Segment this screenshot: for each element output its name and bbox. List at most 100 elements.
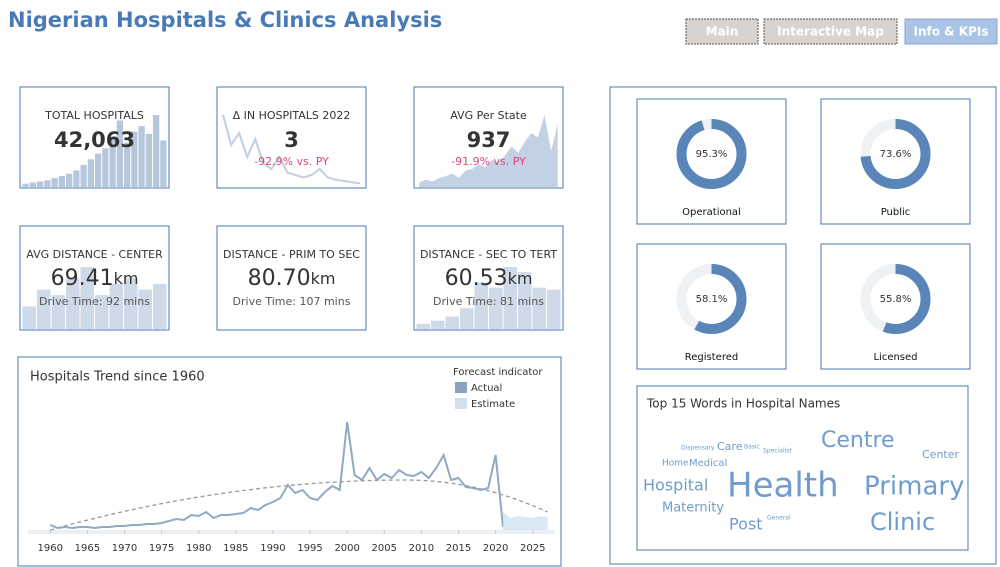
spark-bar <box>95 295 109 329</box>
x-tick-label: 1970 <box>112 543 137 554</box>
word-cloud-card <box>636 385 969 551</box>
word: Basic <box>744 444 760 451</box>
donut-card <box>820 243 971 370</box>
kpi-value-number: 60.53 <box>445 266 508 291</box>
legend-label: Estimate <box>471 399 515 410</box>
spark-bar <box>416 323 430 329</box>
x-tick-label: 1965 <box>75 543 100 554</box>
spark-bar <box>474 282 488 329</box>
chart-title: Hospitals Trend since 1960 <box>30 370 205 385</box>
x-tick-label: 1960 <box>38 543 63 554</box>
kpi-value-unit: km <box>508 269 533 288</box>
spark-bar <box>138 289 152 329</box>
nav-button-bg <box>763 18 898 45</box>
nav-button[interactable]: Interactive Map <box>763 18 898 45</box>
nav-button-label[interactable]: Main <box>706 25 739 39</box>
kpi-title: DISTANCE - PRIM TO SEC <box>223 248 360 261</box>
donut-arc <box>676 119 747 189</box>
nav-button-bg <box>904 18 998 45</box>
axis-band <box>28 530 555 534</box>
word: Home <box>662 459 689 469</box>
x-tick-label: 2010 <box>409 543 434 554</box>
donut-label: Public <box>881 207 911 218</box>
kpi-value-number: 69.41 <box>51 266 114 291</box>
spark-bar <box>37 289 51 329</box>
spark-bar <box>66 173 73 187</box>
spark-bar <box>102 148 109 187</box>
kpi-value-number: 937 <box>467 128 511 152</box>
spark-bar <box>66 278 80 329</box>
kpi-note: Drive Time: 81 mins <box>433 295 544 308</box>
spark-bar <box>87 159 94 187</box>
kpi-value: 60.53km <box>445 266 533 291</box>
word: General <box>767 515 791 522</box>
kpi-value-unit: km <box>114 269 139 288</box>
kpi-title: TOTAL HOSPITALS <box>44 109 144 122</box>
word: Maternity <box>662 501 724 516</box>
trend-line <box>50 479 548 531</box>
donut-arc <box>860 264 931 334</box>
donut-label: Registered <box>685 352 738 363</box>
donut-card <box>636 243 787 370</box>
x-tick-label: 1990 <box>260 543 285 554</box>
spark-bar <box>518 272 532 329</box>
spark-bar <box>153 283 167 329</box>
x-tick-label: 2015 <box>446 543 471 554</box>
spark-bar <box>153 115 160 187</box>
spark-area <box>419 115 558 187</box>
spark-bar <box>95 153 102 187</box>
kpi-value-unit: km <box>311 269 336 288</box>
kpi-card <box>216 86 367 189</box>
word-cloud-title: Top 15 Words in Hospital Names <box>646 397 840 411</box>
kpi-value-number: 80.70 <box>248 266 311 291</box>
word: Hospital <box>643 476 708 495</box>
spark-bar <box>532 287 546 329</box>
spark-bar <box>124 142 131 187</box>
spark-bar <box>489 287 503 329</box>
spark-bar <box>22 183 29 187</box>
donut-value-label: 58.1% <box>696 294 728 305</box>
spark-bar <box>445 316 459 329</box>
word: Care <box>717 440 743 453</box>
word: Dispensary <box>681 445 715 452</box>
donut-arc <box>860 119 931 189</box>
nav-button-bg <box>685 18 759 45</box>
x-tick-label: 1995 <box>297 543 322 554</box>
donut-value-label: 73.6% <box>880 149 912 160</box>
kpi-value-number: 3 <box>284 128 299 152</box>
kpi-value-number: 42,063 <box>54 128 135 152</box>
nav-button[interactable]: Main <box>685 18 759 45</box>
spark-bar <box>131 131 138 187</box>
spark-bar <box>145 133 152 187</box>
donut-arc <box>676 264 747 334</box>
x-tick-label: 1985 <box>223 543 248 554</box>
spark-bar <box>138 126 145 187</box>
spark-bar <box>22 306 36 329</box>
nav-button-label[interactable]: Interactive Map <box>777 25 884 39</box>
kpi-title: AVG DISTANCE - CENTER <box>26 248 163 261</box>
legend-title: Forecast indicator <box>453 367 543 378</box>
donut-card <box>636 98 787 225</box>
nav-button-label[interactable]: Info & KPIs <box>914 25 989 39</box>
kpi-change: -91.9% vs. PY <box>451 155 526 168</box>
spark-bar <box>73 170 80 187</box>
donut-label: Licensed <box>873 352 917 363</box>
x-tick-label: 1975 <box>149 543 174 554</box>
word: Post <box>729 515 762 534</box>
kpi-value: 69.41km <box>51 266 139 291</box>
nav-button[interactable]: Info & KPIs <box>904 18 998 45</box>
kpi-title: AVG Per State <box>450 109 527 122</box>
kpi-title: DISTANCE - SEC TO TERT <box>420 248 557 261</box>
spark-bar <box>51 178 58 187</box>
kpi-value: 3 <box>284 128 299 152</box>
word: Specialist <box>763 448 792 455</box>
legend-label: Actual <box>471 383 502 394</box>
donut-value-label: 95.3% <box>696 149 728 160</box>
spark-bar <box>80 164 87 187</box>
x-tick-label: 2005 <box>372 543 397 554</box>
legend-swatch <box>455 382 467 393</box>
kpi-title: Δ IN HOSPITALS 2022 <box>233 109 351 122</box>
donut-value-label: 55.8% <box>880 294 912 305</box>
word: Medical <box>689 458 727 469</box>
